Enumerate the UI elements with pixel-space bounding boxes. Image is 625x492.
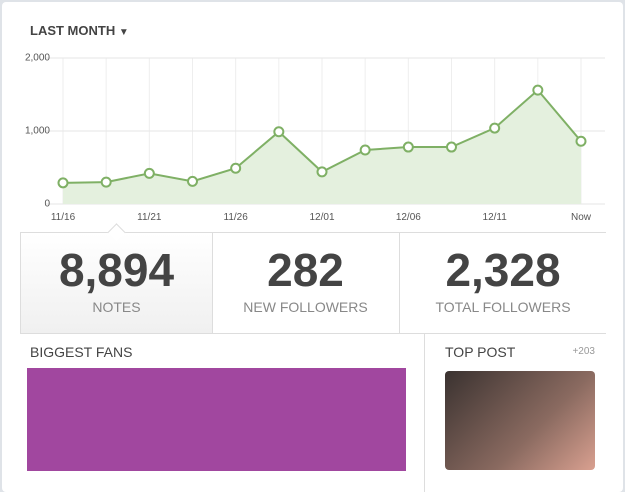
section-title: TOP POST xyxy=(445,344,516,360)
point xyxy=(359,144,371,156)
chart: 11/16 11/21 11/26 12/01 12/06 12/11 Now 0 1,000 2… xyxy=(25,53,605,223)
y-tick-label: 1,000 xyxy=(25,126,50,137)
point xyxy=(57,177,69,189)
period-dropdown[interactable]: LAST MONTH ▼ xyxy=(30,23,129,38)
y-tick-label: 2,000 xyxy=(25,53,50,64)
post-count: +203 xyxy=(572,346,595,357)
stat-value: 8,894 xyxy=(58,244,175,296)
stat-label: NEW FOLLOWERS xyxy=(243,299,368,315)
section-title: BIGGEST FANS xyxy=(30,344,133,360)
point xyxy=(316,166,328,178)
point xyxy=(575,135,587,147)
x-tick-label: 12/01 xyxy=(309,212,334,223)
dropdown-arrow[interactable]: ▼ xyxy=(118,27,129,38)
stat-box: 8,894 NOTES xyxy=(20,232,213,334)
stat-value: 282 xyxy=(267,244,344,296)
point xyxy=(273,126,285,138)
stat-box: 2,328 TOTAL FOLLOWERS xyxy=(399,232,606,334)
x-tick-label: 12/11 xyxy=(483,212,508,223)
stat-value: 2,328 xyxy=(445,244,561,296)
stat-label: TOTAL FOLLOWERS xyxy=(435,299,571,315)
point xyxy=(532,84,544,96)
point xyxy=(187,175,198,187)
point xyxy=(402,141,414,153)
point xyxy=(489,122,501,134)
x-tick-label: 11/16 xyxy=(51,212,76,223)
x-tick-label: 12/06 xyxy=(396,212,421,223)
divider xyxy=(424,333,425,492)
x-tick-label: 11/26 xyxy=(224,212,249,223)
fans-banner[interactable] xyxy=(27,368,406,471)
y-tick-label: 0 xyxy=(44,199,50,210)
stat-box: 282 NEW FOLLOWERS xyxy=(212,232,399,334)
x-tick-label: 11/21 xyxy=(137,212,162,223)
point xyxy=(230,162,242,174)
point xyxy=(446,141,457,153)
area xyxy=(63,90,581,204)
point xyxy=(143,167,155,179)
top-post-thumbnail[interactable] xyxy=(445,371,595,470)
stat-label: NOTES xyxy=(92,299,141,315)
x-tick-label: Now xyxy=(571,212,592,223)
period-label[interactable]: LAST MONTH xyxy=(30,23,116,38)
point xyxy=(100,176,112,188)
